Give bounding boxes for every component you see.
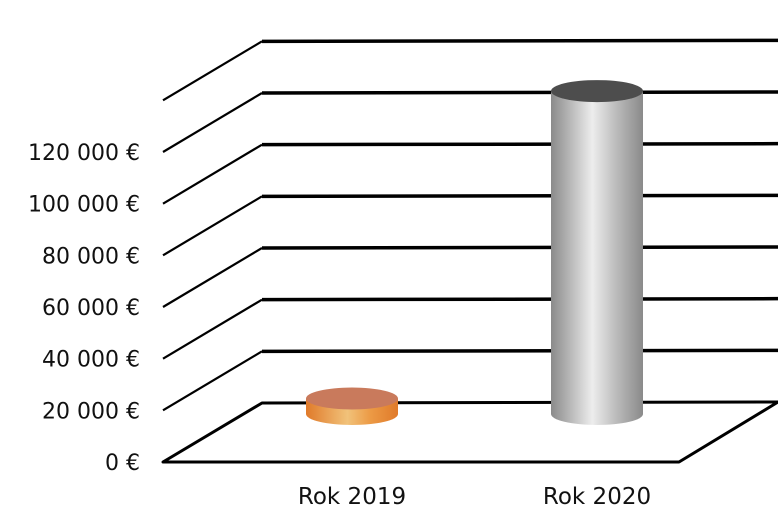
y-tick-label: 20 000 € bbox=[42, 399, 140, 424]
x-category-label: Rok 2019 bbox=[298, 484, 406, 510]
bar-rok-2020 bbox=[551, 80, 643, 425]
y-tick-label: 80 000 € bbox=[42, 244, 140, 269]
y-tick-label: 0 € bbox=[105, 451, 140, 476]
gridline bbox=[162, 193, 778, 257]
floor-outline bbox=[161, 400, 778, 464]
bar-rok-2019 bbox=[306, 387, 398, 425]
gridlines bbox=[162, 38, 778, 412]
bars bbox=[306, 80, 643, 425]
bar-top bbox=[551, 80, 643, 103]
gridline bbox=[162, 296, 778, 360]
x-category-label: Rok 2020 bbox=[543, 484, 651, 510]
y-axis-ticks: 0 € 20 000 € 40 000 € 60 000 € 80 000 € 100 0… bbox=[28, 141, 140, 476]
y-tick-label: 60 000 € bbox=[42, 296, 140, 321]
gridline bbox=[162, 245, 778, 308]
gridline bbox=[162, 348, 778, 412]
bar-body bbox=[551, 91, 643, 425]
bar-top bbox=[306, 387, 398, 410]
gridline bbox=[162, 141, 778, 205]
x-axis-labels: Rok 2019 Rok 2020 bbox=[298, 484, 651, 510]
gridline bbox=[162, 90, 778, 153]
gridline bbox=[162, 38, 778, 102]
y-tick-label: 120 000 € bbox=[28, 141, 140, 166]
y-tick-label: 100 000 € bbox=[28, 193, 140, 218]
y-tick-label: 40 000 € bbox=[42, 348, 140, 373]
chart-floor bbox=[161, 400, 778, 464]
